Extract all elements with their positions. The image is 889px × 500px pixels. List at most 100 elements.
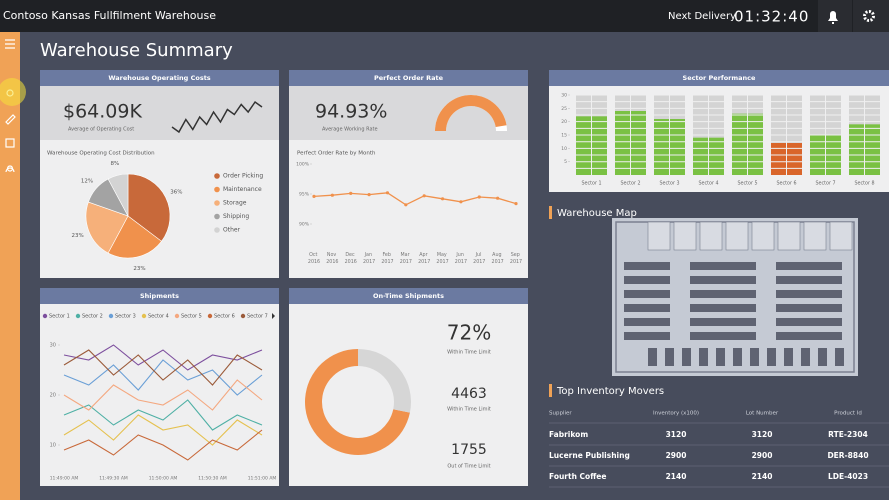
column-header: Supplier [549,411,572,417]
settings-button[interactable] [853,0,889,32]
legend-label: Sector 6 [214,314,235,320]
y-tick-label: 15 [561,133,567,139]
donut-slice [358,349,411,413]
table-cell: Fourth Coffee [549,472,606,481]
x-tick-label: Sep 2017 [510,252,522,265]
x-tick-label: 11:50:30 AM [198,476,227,482]
line-point [422,194,426,198]
bin-fill [864,124,880,175]
table-cell: 3120 [666,430,687,439]
column-header: Lot Number [746,411,779,417]
y-tick-label: 95% [299,192,310,198]
map-rack [750,348,759,366]
y-tick-label: 20 [561,119,567,125]
line-series [63,414,263,446]
legend-label: Order Picking [223,173,263,180]
legend-label: Sector 1 [49,314,70,320]
bin-fill [669,119,685,175]
sector-bar [693,137,724,175]
x-tick-label: 11:49:30 AM [99,476,128,482]
kpi-label: Within Time Limit [447,350,491,356]
sector-bar [771,143,802,175]
kpi-value: 4463 [451,386,487,402]
table-cell: 2900 [752,451,773,460]
bell-icon [828,11,838,24]
map-shelf [690,290,756,298]
legend-swatch [42,313,48,319]
section-marker [549,384,552,397]
map-shelf [624,318,670,326]
map-room [725,221,749,251]
x-tick-label: Dec 2016 [345,252,357,265]
line-series [63,359,263,396]
bin-fill [654,119,670,175]
y-tick-label: 20 [50,393,56,399]
sector-bar [576,116,607,175]
kpi-label: Average Working Rate [322,127,378,133]
map-rack [682,348,691,366]
map-shelf [624,262,670,270]
legend-label: Sector 7 [247,314,268,320]
legend-swatch [214,173,220,179]
line-point [385,191,390,195]
map-shelf [776,262,842,270]
nav-icon[interactable] [5,138,15,148]
panel-title: Shipments [140,292,179,300]
map-rack [665,348,674,366]
map-shelf [776,290,842,298]
legend-swatch [214,213,220,220]
sector-bar [732,113,763,175]
column-header: Product Id [834,411,862,417]
bin-fill [771,143,787,175]
bin-fill [708,137,724,175]
panel-header [549,70,889,86]
legend-swatch [108,313,114,319]
panel-header [40,70,279,86]
x-tick-label: 11:50:00 AM [149,476,178,482]
x-tick-label: Jan 2017 [363,252,375,265]
map-shelf [624,290,670,298]
map-shelf [776,304,842,312]
bin-fill [786,143,802,175]
line-series [63,429,263,461]
map-room [777,221,801,251]
sector-bar [615,111,646,175]
map-rack [835,348,844,366]
chart-subtitle: Warehouse Operating Cost Distribution [47,151,155,157]
x-tick-label: Feb 2017 [381,252,393,265]
side-nav [0,32,20,500]
x-tick-label: Nov 2016 [326,252,338,265]
legend-label: Sector 5 [181,314,202,320]
line-series [63,379,263,411]
nav-icon[interactable] [5,114,16,125]
line-point [496,196,500,200]
y-tick-label: 10 [50,443,56,449]
table-cell: Fabrikom [549,430,588,439]
legend-swatch [174,313,180,319]
x-tick-label: Mar 2017 [400,252,412,265]
legend-swatch [141,313,147,319]
table-cell: LDE-4023 [828,472,868,481]
map-shelf [776,276,842,284]
menu-icon[interactable] [5,39,15,49]
x-tick-label: Sector 7 [816,181,836,187]
legend-swatch [207,313,213,319]
legend-swatch [214,186,220,193]
map-shelf [624,332,670,340]
y-tick-label: 100% [296,162,310,168]
next-delivery-label: Next Delivery [668,11,736,22]
cursor-highlight [0,78,26,106]
map-shelf [624,304,670,312]
table-cell: 2140 [666,472,687,481]
pie-slice [127,173,171,242]
x-tick-label: Aug 2017 [492,252,504,265]
map-shelf [690,318,756,326]
kpi-label: Within Time Limit [447,407,491,413]
legend-label: Shipping [223,213,249,220]
line-series [313,192,517,206]
legend-label: Maintenance [223,186,262,193]
line-point [514,202,518,206]
nav-icon[interactable] [5,165,15,173]
map-room [673,221,697,251]
panel-title: Sector Performance [683,74,757,82]
